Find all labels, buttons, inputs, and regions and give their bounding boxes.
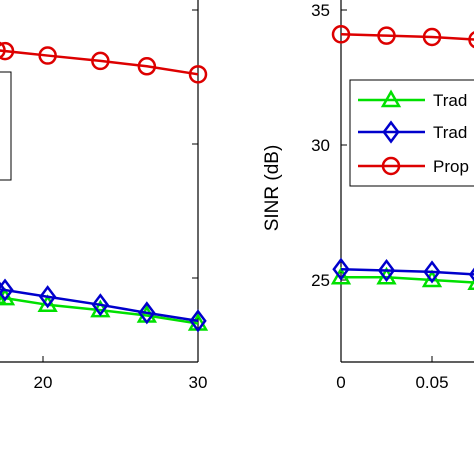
right-series-line [341,276,474,284]
right-series-point [422,27,442,47]
left-series-point [189,309,207,333]
left-series-line [0,288,199,323]
left-series-point [0,278,14,302]
left-series-point [38,285,57,309]
left-series-point [137,57,157,76]
left-series-point [0,41,15,61]
left-series-point [91,51,110,71]
left-series-point [38,46,57,65]
legend-marker [381,156,401,176]
left-series-point [91,293,110,317]
right-series-point [377,258,396,283]
legend-label: Trad [433,123,467,142]
right-x-tick-label: 0 [336,373,345,392]
left-chart: 20 30 [0,0,209,392]
legend-label: Prop [433,157,469,176]
left-series-point [138,301,156,325]
legend-label: Trad [433,91,467,110]
right-chart: 25 30 35 0 0.05 SINR (dB) Trad Trad Prop [262,0,474,392]
right-series-point [331,25,351,44]
right-x-tick-label: 0.05 [415,373,448,392]
right-series-point [330,266,352,285]
right-y-axis-label: SINR (dB) [262,145,283,232]
legend-marker [382,120,400,144]
right-y-tick-label: 35 [311,1,330,20]
left-legend-box [0,71,12,181]
right-legend: Trad Trad Prop [349,79,474,187]
right-y-tick-label: 25 [311,271,330,290]
right-series-line [340,267,474,276]
right-y-tick-label: 30 [311,136,330,155]
right-series-point [377,26,396,45]
left-series-point [0,287,16,306]
right-series-point [468,267,474,282]
left-series-point [37,294,58,313]
left-series-point [188,65,208,84]
left-x-tick-label: 20 [34,373,53,392]
left-x-tick-label: 30 [189,373,208,392]
right-series-point [468,31,474,49]
legend-marker [380,89,402,108]
right-series-point [423,260,441,284]
right-series-point [421,269,443,288]
left-series-line [0,296,199,325]
left-series-point [0,41,6,59]
right-series-point [332,257,350,281]
right-series-line [340,33,474,41]
